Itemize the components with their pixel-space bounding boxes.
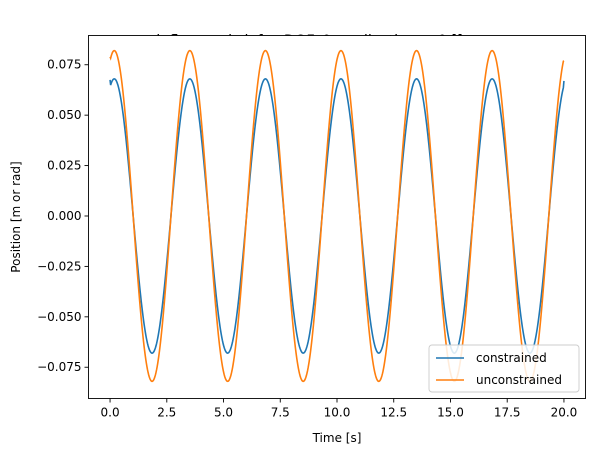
series-line-constrained [109, 78, 565, 354]
x-tick-label: 10.0 [324, 406, 351, 420]
y-tick-label: 0.000 [47, 209, 81, 223]
y-tick-label: −0.025 [37, 259, 81, 273]
x-tick-label: 2.5 [157, 406, 176, 420]
x-tick-label: 7.5 [271, 406, 290, 420]
series-layer [109, 49, 565, 383]
x-axis-ticks: 0.0 2.5 5.0 7.5 10.0 12.5 15.0 17.5 20.0 [101, 398, 578, 420]
x-tick-label: 12.5 [380, 406, 407, 420]
legend: constrained unconstrained [428, 344, 580, 393]
y-tick-label: −0.050 [37, 310, 81, 324]
y-tick-label: −0.075 [37, 360, 81, 374]
legend-label-unconstrained: unconstrained [476, 373, 562, 387]
legend-box [428, 344, 580, 393]
x-axis-label: Time [s] [312, 431, 362, 445]
x-tick-label: 5.0 [214, 406, 233, 420]
series-line-unconstrained [109, 49, 565, 383]
legend-label-constrained: constrained [476, 351, 547, 365]
y-tick-label: 0.075 [47, 58, 81, 72]
x-tick-label: 17.5 [494, 406, 521, 420]
y-axis-ticks: −0.075 −0.050 −0.025 0.000 0.025 0.050 0.075 [37, 58, 89, 374]
x-tick-label: 20.0 [551, 406, 578, 420]
y-axis-label: Position [m or rad] [9, 161, 23, 272]
x-tick-label: 0.0 [101, 406, 120, 420]
x-tick-label: 15.0 [437, 406, 464, 420]
y-tick-label: 0.050 [47, 108, 81, 122]
y-tick-label: 0.025 [47, 159, 81, 173]
